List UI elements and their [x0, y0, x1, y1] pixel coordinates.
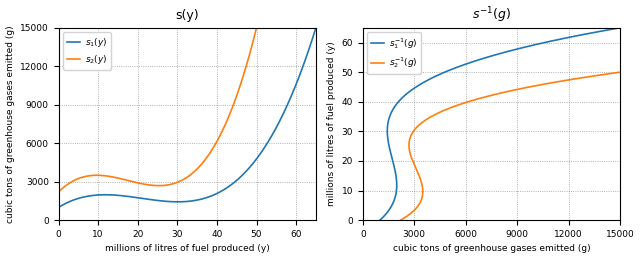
$s_1(y)$ — [99, 193, 107, 196]
$s_2^{-1}(g)$ — [616, 71, 624, 74]
$s_2(y)$ — [84, 174, 92, 177]
X-axis label: cubic tons of greenhouse gases emitted (g): cubic tons of greenhouse gases emitted (… — [392, 244, 590, 254]
Line: $s_1(y)$: $s_1(y)$ — [59, 28, 316, 207]
$s_1^{-1}(g)$ — [389, 161, 397, 164]
$s_2(y)$ — [99, 174, 107, 177]
Title: $s^{-1}(g)$: $s^{-1}(g)$ — [472, 5, 511, 25]
Legend: $s_1(y)$, $s_2(y)$: $s_1(y)$, $s_2(y)$ — [63, 32, 111, 70]
Line: $s_2(y)$: $s_2(y)$ — [59, 28, 257, 192]
Line: $s_2^{-1}(g)$: $s_2^{-1}(g)$ — [401, 72, 620, 220]
Title: s(y): s(y) — [175, 10, 199, 23]
Legend: $s_1^{-1}(g)$, $s_2^{-1}(g)$: $s_1^{-1}(g)$, $s_2^{-1}(g)$ — [367, 32, 421, 74]
Y-axis label: cubic tons of greenhouse gases emitted (g): cubic tons of greenhouse gases emitted (… — [6, 25, 15, 223]
$s_1^{-1}(g)$ — [616, 26, 624, 29]
$s_2^{-1}(g)$ — [480, 96, 488, 99]
$s_1^{-1}(g)$ — [393, 183, 401, 186]
$s_1(y)$ — [154, 199, 161, 202]
$s_2^{-1}(g)$ — [413, 125, 421, 128]
$s_1^{-1}(g)$ — [376, 219, 384, 222]
$s_1^{-1}(g)$ — [391, 169, 399, 172]
$s_1(y)$ — [307, 42, 315, 45]
$s_1^{-1}(g)$ — [383, 212, 390, 215]
$s_1(y)$ — [279, 112, 287, 116]
Y-axis label: millions of litres of fuel produced (y): millions of litres of fuel produced (y) — [327, 42, 336, 206]
$s_1^{-1}(g)$ — [575, 34, 582, 37]
$s_2(y)$ — [154, 184, 161, 187]
$s_1(y)$ — [164, 200, 172, 203]
$s_2^{-1}(g)$ — [415, 175, 423, 178]
$s_2^{-1}(g)$ — [422, 118, 430, 121]
$s_2(y)$ — [55, 190, 63, 193]
$s_1^{-1}(g)$ — [388, 203, 396, 206]
Line: $s_1^{-1}(g)$: $s_1^{-1}(g)$ — [380, 28, 620, 220]
X-axis label: millions of litres of fuel produced (y): millions of litres of fuel produced (y) — [105, 244, 269, 254]
$s_2^{-1}(g)$ — [397, 219, 404, 222]
$s_2^{-1}(g)$ — [563, 79, 570, 82]
$s_2(y)$ — [164, 183, 172, 186]
$s_1(y)$ — [55, 206, 63, 209]
$s_2^{-1}(g)$ — [438, 110, 446, 113]
$s_1(y)$ — [84, 195, 92, 198]
